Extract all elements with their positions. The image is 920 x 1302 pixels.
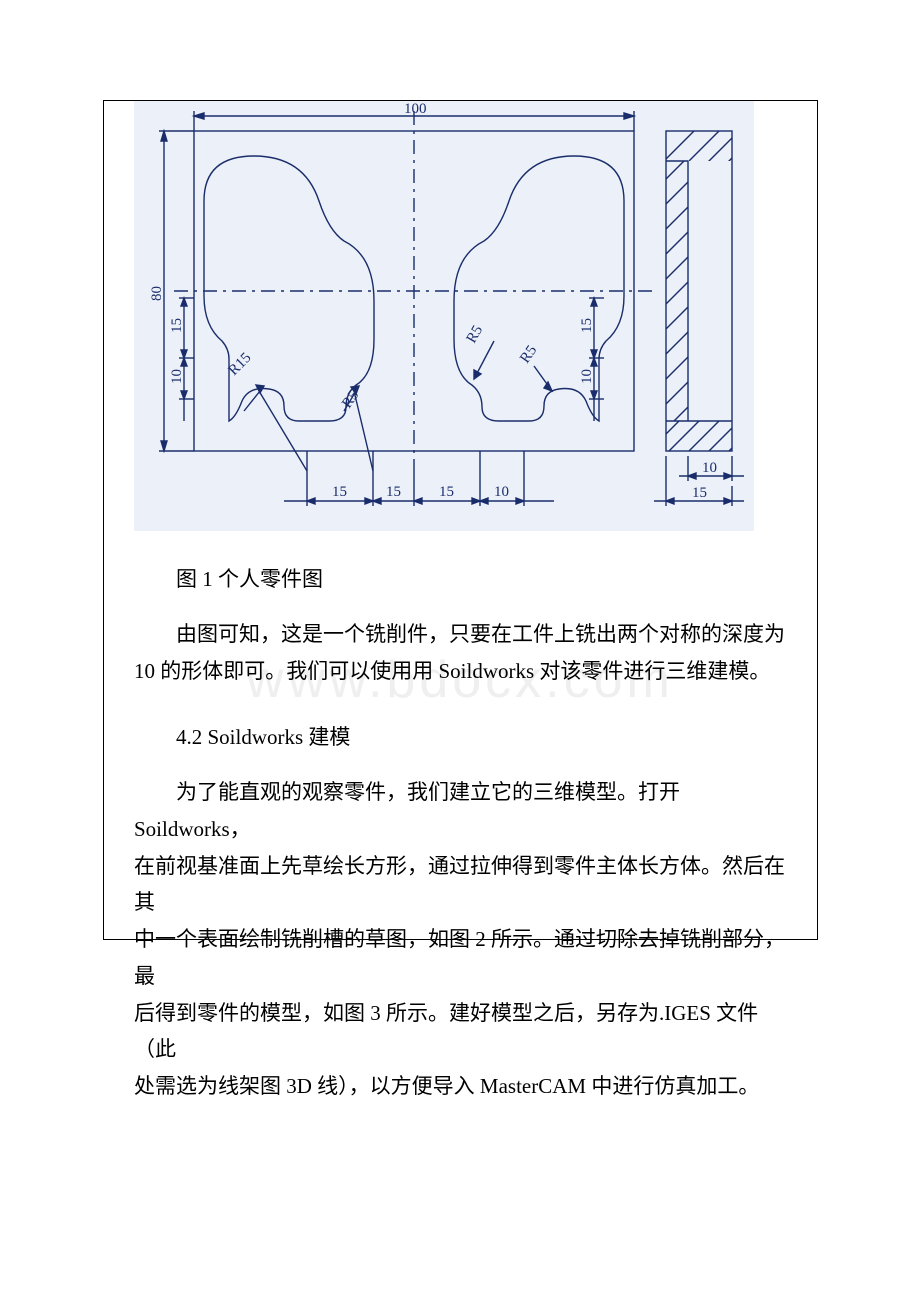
section-heading: 4.2 Soildworks 建模 bbox=[134, 719, 787, 756]
svg-text:10: 10 bbox=[579, 369, 595, 384]
svg-text:15: 15 bbox=[579, 318, 595, 333]
engineering-drawing: 100 80 R15 R5 bbox=[134, 101, 754, 531]
paragraph-2d: 后得到零件的模型，如图 3 所示。建好模型之后，另存为.IGES 文件（此 bbox=[134, 995, 787, 1069]
drawing-svg: 100 80 R15 R5 bbox=[134, 101, 754, 531]
svg-text:10: 10 bbox=[169, 369, 185, 384]
svg-text:100: 100 bbox=[404, 101, 427, 117]
svg-text:80: 80 bbox=[149, 286, 165, 301]
text-content: 图 1 个人零件图 由图可知，这是一个铣削件，只要在工件上铣出两个对称的深度为 … bbox=[104, 531, 817, 1105]
svg-text:15: 15 bbox=[386, 484, 401, 500]
paragraph-2a: 为了能直观的观察零件，我们建立它的三维模型。打开 Soildworks， bbox=[134, 774, 787, 848]
svg-text:15: 15 bbox=[692, 485, 707, 501]
svg-text:15: 15 bbox=[169, 318, 185, 333]
paragraph-1b: 10 的形体即可。我们可以使用用 Soildworks 对该零件进行三维建模。 bbox=[134, 653, 787, 690]
paragraph-2e: 处需选为线架图 3D 线），以方便导入 MasterCAM 中进行仿真加工。 bbox=[134, 1068, 787, 1105]
svg-text:10: 10 bbox=[702, 460, 717, 476]
page-frame: 100 80 R15 R5 bbox=[103, 100, 818, 940]
paragraph-2c: 中一个表面绘制铣削槽的草图，如图 2 所示。通过切除去掉铣削部分，最 bbox=[134, 921, 787, 995]
svg-text:15: 15 bbox=[439, 484, 454, 500]
paragraph-1a: 由图可知，这是一个铣削件，只要在工件上铣出两个对称的深度为 bbox=[134, 616, 787, 653]
figure-caption: 图 1 个人零件图 bbox=[134, 561, 787, 598]
paragraph-2b: 在前视基准面上先草绘长方形，通过拉伸得到零件主体长方体。然后在其 bbox=[134, 848, 787, 922]
svg-text:15: 15 bbox=[332, 484, 347, 500]
svg-text:10: 10 bbox=[494, 484, 509, 500]
